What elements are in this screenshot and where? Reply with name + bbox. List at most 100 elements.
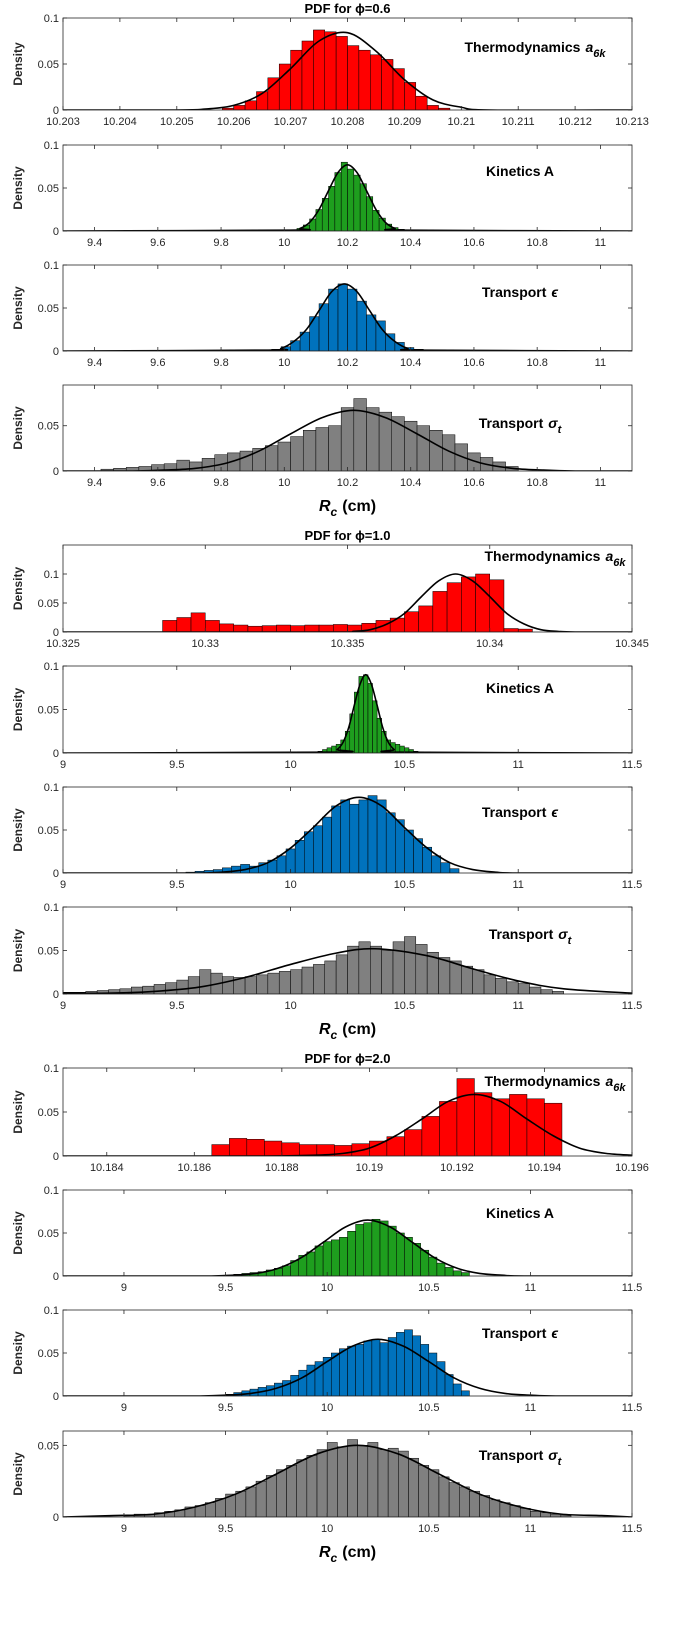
data-layer: [63, 936, 632, 994]
histogram-bar: [426, 105, 439, 110]
annotation-symbol: σ: [558, 926, 568, 942]
histogram-bar: [247, 625, 263, 632]
histogram-bar: [353, 174, 361, 231]
x-tick-label: 11: [525, 1282, 536, 1294]
panel: 9 9.5 10 10.5 11 11.5 0 0.05 0.1 Density Transport…: [11, 902, 642, 1042]
histogram-bar: [438, 1476, 450, 1517]
histogram-bar: [347, 45, 360, 110]
data-layer: [63, 795, 632, 873]
y-axis-label: Density: [11, 166, 25, 210]
histogram-bar: [428, 1469, 440, 1517]
histogram-bar: [276, 1469, 287, 1517]
y-tick-label: 0.1: [44, 13, 59, 25]
histogram-bar: [211, 1144, 230, 1156]
annotation: Kinetics A: [486, 163, 554, 179]
x-tick-label: 10: [321, 1402, 333, 1414]
histogram-bar: [376, 799, 387, 873]
histogram-bar: [391, 416, 405, 471]
histogram-bar: [387, 1337, 397, 1396]
x-tick-label: 10.204: [103, 116, 137, 128]
histogram-bar: [265, 1475, 277, 1517]
x-tick-label: 10.212: [558, 116, 592, 128]
y-axis-label: Density: [11, 688, 25, 732]
x-tick-label: 10.5: [418, 1282, 439, 1294]
fit-curve: [63, 283, 632, 351]
histogram-bar: [337, 283, 348, 351]
y-tick-label: 0.1: [44, 140, 59, 152]
histogram-bar: [313, 825, 323, 873]
histogram-bar: [440, 862, 451, 873]
histogram-bar: [474, 1092, 493, 1156]
y-tick-label: 0: [53, 1391, 59, 1403]
histogram-bar: [318, 624, 334, 632]
annotation-symbol: σ: [548, 415, 558, 431]
x-tick-label: 10.8: [526, 237, 547, 249]
annotation: Thermodynamics a6k: [485, 1073, 627, 1094]
histogram-bar: [412, 1335, 421, 1396]
histogram-bar: [385, 812, 396, 873]
annotation-symbol: a: [605, 548, 613, 564]
x-tick-label: 9.4: [87, 477, 102, 489]
histogram-bar: [428, 1256, 438, 1276]
histogram-bar: [370, 54, 382, 110]
histogram-bar: [479, 1495, 491, 1517]
x-tick-label: 10.209: [388, 116, 422, 128]
y-axis-label: Density: [11, 929, 25, 973]
histogram-bar: [552, 991, 564, 994]
x-tick-label: 10.2: [337, 357, 358, 369]
histogram-bar: [483, 974, 496, 994]
y-axis-label: Density: [11, 42, 25, 86]
x-label-subscript: c: [331, 505, 338, 519]
histogram-bar: [489, 579, 505, 632]
y-axis-label: Density: [11, 1211, 25, 1255]
histogram-bar: [314, 1245, 324, 1276]
histogram-bar: [444, 1374, 454, 1396]
histogram-bar: [379, 1342, 389, 1396]
x-tick-label: 10.194: [528, 1162, 562, 1174]
y-tick-label: 0.05: [38, 1228, 59, 1240]
histogram-bar: [404, 829, 414, 873]
data-layer: [63, 29, 632, 110]
annotation-symbol: ϵ: [551, 284, 558, 300]
histogram-bar: [205, 1502, 216, 1517]
histogram-bar: [461, 1390, 470, 1396]
x-tick-label: 10.33: [191, 638, 219, 650]
y-tick-label: 0.05: [38, 705, 59, 717]
histogram-bar: [436, 1262, 446, 1276]
x-tick-label: 10: [284, 759, 296, 771]
histogram-bar: [347, 1439, 358, 1517]
annotation-subscript: 6k: [613, 1082, 626, 1094]
histogram-bar: [429, 430, 443, 471]
panel: 9.4 9.6 9.8 10 10.2 10.4 10.6 10.8 11 0 0.05 0.1 Den…: [11, 260, 633, 369]
x-tick-label: 11: [512, 759, 523, 771]
histogram-bar: [358, 799, 369, 873]
y-tick-label: 0.05: [38, 59, 59, 71]
histogram-bar: [517, 628, 533, 632]
histogram-bar: [355, 1344, 365, 1396]
histogram-bar: [495, 978, 508, 994]
y-tick-label: 0.1: [44, 569, 59, 581]
histogram-bar: [315, 427, 329, 471]
annotation-subscript: 6k: [613, 557, 626, 569]
histogram-bar: [290, 1375, 299, 1396]
x-tick-label: 9: [60, 879, 66, 891]
annotation: Transport σt: [479, 415, 563, 436]
fit-curve: [63, 673, 632, 753]
histogram-bar: [190, 612, 206, 632]
data-layer: [63, 283, 632, 351]
histogram-bar: [347, 1231, 356, 1276]
histogram-bar: [339, 1237, 348, 1276]
annotation-text: Transport: [482, 804, 547, 820]
histogram-bar: [363, 674, 369, 753]
histogram-bar: [517, 983, 530, 994]
x-tick-label: 11: [525, 1523, 536, 1535]
panel: 9 9.5 10 10.5 11 11.5 0 0.05 0.1 Density Kinetics …: [11, 1185, 642, 1294]
y-tick-label: 0.05: [38, 1440, 59, 1452]
x-tick-label: 9.8: [213, 477, 228, 489]
annotation-symbol: σ: [548, 1447, 558, 1463]
histogram-bar: [162, 620, 178, 632]
histogram-bar: [313, 964, 325, 994]
histogram-bar: [222, 976, 234, 994]
histogram-bar: [367, 683, 373, 753]
x-tick-label: 10.203: [46, 116, 80, 128]
